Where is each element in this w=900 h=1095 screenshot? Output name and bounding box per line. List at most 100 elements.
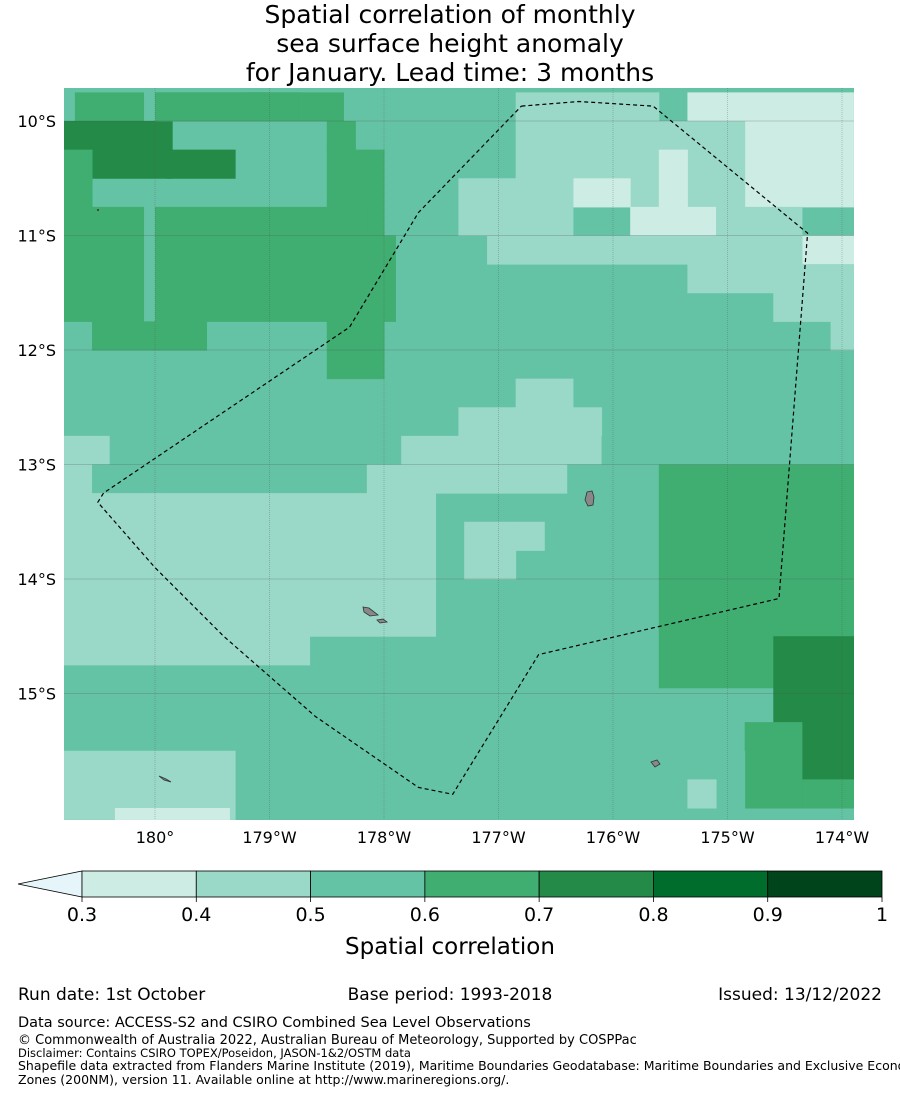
cell-54 (687, 779, 717, 809)
colorbar-tick-3: 0.6 (410, 904, 440, 926)
lat-label-5: 15°S (17, 685, 56, 704)
colorbar-tick-6: 0.9 (753, 904, 783, 926)
island-futuna (362, 606, 380, 617)
colorbar-ticks: 0.3 0.4 0.5 0.6 0.7 0.8 0.9 1 (67, 897, 888, 926)
latitude-labels: 10°S 11°S 12°S 13°S 14°S 15°S (17, 112, 56, 704)
cell-9 (572, 178, 631, 208)
lon-label-0: 180° (136, 828, 175, 847)
colorbar-tick-1: 0.4 (181, 904, 211, 926)
lat-label-3: 13°S (17, 456, 56, 475)
colorbar-tick-5: 0.8 (638, 904, 668, 926)
shapefile-credit-line-1: Shapefile data extracted from Flanders M… (18, 1058, 900, 1073)
colorbar-extend-triangle (17, 870, 83, 898)
cell-33 (315, 435, 402, 465)
cell-52 (744, 722, 803, 809)
colorbar-box-6 (767, 870, 883, 898)
lon-label-4: 176°W (586, 828, 641, 847)
cell-26 (64, 206, 145, 322)
cell-21 (166, 149, 236, 179)
cell-25 (64, 149, 93, 208)
cell-38 (601, 435, 700, 465)
cell-48 (372, 579, 402, 609)
island-small-west (158, 775, 172, 783)
cell-34 (458, 407, 517, 465)
cell-51 (801, 779, 854, 809)
cell-23 (326, 121, 356, 151)
colorbar-label: Spatial correlation (345, 934, 555, 960)
cell-49 (64, 607, 311, 666)
colorbar-box-5 (653, 870, 769, 898)
colorbar: 0.3 0.4 0.5 0.6 0.7 0.8 0.9 1 Spatial correlati… (17, 870, 888, 960)
correlation-cells (64, 88, 854, 820)
islands (97, 209, 661, 783)
cell-6 (687, 121, 746, 208)
cell-11 (458, 178, 517, 236)
lon-label-6: 174°W (815, 828, 870, 847)
lat-label-1: 11°S (17, 227, 56, 246)
cell-37 (401, 435, 459, 465)
lon-label-1: 179°W (242, 828, 297, 847)
cell-4 (515, 92, 660, 122)
issued-date: Issued: 13/12/2022 (718, 985, 882, 1005)
cell-1 (74, 92, 145, 122)
colorbar-box-2 (310, 870, 426, 898)
island-dot (97, 209, 99, 211)
cell-10 (515, 121, 574, 236)
lat-label-0: 10°S (17, 112, 56, 131)
lat-label-4: 14°S (17, 570, 56, 589)
colorbar-tick-2: 0.5 (295, 904, 325, 926)
lon-label-2: 178°W (357, 828, 412, 847)
cell-15 (687, 235, 803, 265)
cell-53 (716, 750, 746, 809)
cell-36 (572, 407, 603, 465)
map-title: Spatial correlation of monthly sea surfa… (0, 0, 900, 87)
cell-22 (155, 92, 299, 122)
cell-29 (366, 235, 396, 322)
title-line-2: sea surface height anomaly (276, 29, 624, 58)
cell-8 (658, 149, 688, 208)
cell-13 (716, 206, 803, 236)
colorbar-box-0 (81, 870, 197, 898)
island-wallis (584, 490, 595, 507)
island-niuafo-ou (650, 759, 661, 768)
cell-35 (515, 378, 574, 465)
shapefile-credit-line-2: Zones (200NM), version 11. Available onl… (18, 1072, 510, 1087)
cell-31 (64, 435, 110, 465)
cell-39 (64, 464, 93, 494)
lon-label-5: 175°W (700, 828, 755, 847)
copyright: © Commonwealth of Australia 2022, Austra… (18, 1033, 637, 1048)
colorbar-tick-4: 0.7 (524, 904, 554, 926)
colorbar-box-1 (195, 870, 311, 898)
cell-16 (487, 235, 688, 265)
cell-46 (464, 521, 517, 580)
cell-43 (567, 464, 654, 494)
cell-42 (366, 464, 568, 494)
data-source: Data source: ACCESS-S2 and CSIRO Combine… (18, 1015, 531, 1031)
base-period: Base period: 1993-2018 (347, 985, 553, 1005)
colorbar-boxes (81, 870, 883, 898)
colorbar-box-4 (538, 870, 654, 898)
colorbar-box-3 (424, 870, 540, 898)
run-date: Run date: 1st October (18, 985, 206, 1005)
title-line-1: Spatial correlation of monthly (264, 0, 636, 29)
eez-boundary (97, 100, 809, 795)
cell-57 (114, 808, 230, 820)
island-alofi (376, 618, 389, 624)
cell-41 (166, 464, 368, 494)
colorbar-tick-0: 0.3 (67, 904, 97, 926)
cell-18 (687, 264, 774, 294)
cell-47 (515, 521, 545, 551)
cell-28 (155, 206, 368, 322)
cell-12 (630, 206, 717, 236)
cell-17 (773, 264, 854, 322)
cell-14 (801, 235, 854, 265)
colorbar-tick-7: 1 (876, 904, 888, 926)
lat-label-2: 12°S (17, 341, 56, 360)
disclaimer: Disclaimer: Contains CSIRO TOPEX/Poseido… (18, 1046, 411, 1060)
correlation-map: 10°S 11°S 12°S 13°S 14°S 15°S 180° 179°W 178°W 1… (17, 88, 870, 847)
gridlines (64, 88, 854, 820)
cell-19 (830, 321, 854, 351)
cell-40 (92, 464, 150, 494)
longitude-labels: 180° 179°W 178°W 177°W 176°W 175°W 174°W (136, 828, 870, 847)
cell-32 (114, 435, 316, 465)
